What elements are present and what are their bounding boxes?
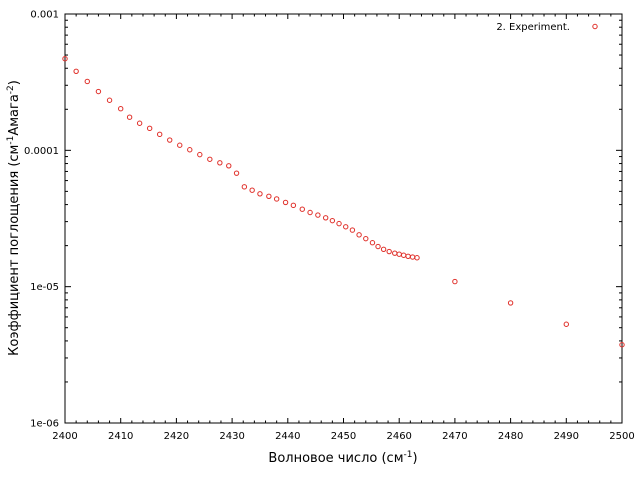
data-point: [84, 78, 90, 85]
y-axis-title-text: Коэффициент поглощения (см: [7, 145, 22, 356]
data-point: [233, 170, 240, 176]
y-axis-title: Коэффициент поглощения (см-1Амага-2): [6, 80, 22, 356]
x-tick-label: 2500: [609, 431, 634, 442]
data-point: [73, 68, 79, 74]
data-point: [207, 156, 213, 162]
y-tick-label: 1e-05: [30, 282, 59, 293]
data-point: [392, 250, 398, 256]
data-point: [343, 224, 349, 230]
data-point: [375, 243, 381, 250]
data-points: [62, 56, 625, 348]
data-point: [118, 106, 124, 112]
data-point: [257, 191, 263, 197]
x-tick-label: 2480: [498, 431, 523, 442]
data-point: [363, 235, 369, 242]
x-tick-label: 2490: [554, 431, 579, 442]
data-point: [299, 206, 305, 212]
data-point: [349, 227, 356, 233]
x-axis-title-sup: -1: [404, 450, 413, 460]
data-point: [136, 120, 143, 126]
x-tick-label: 2430: [219, 431, 244, 442]
data-point: [369, 240, 376, 246]
data-point: [95, 88, 102, 95]
data-point: [329, 217, 336, 224]
x-tick-label: 2400: [52, 431, 77, 442]
data-point: [177, 142, 183, 148]
data-point: [156, 131, 163, 138]
data-point: [197, 151, 203, 158]
data-point: [452, 278, 458, 285]
x-axis-title: Волновое число (см-1): [268, 450, 417, 466]
data-point: [400, 252, 407, 258]
data-point: [386, 248, 392, 255]
y-tick-label: 0.0001: [24, 146, 59, 157]
y-axis-title-sup1: -1: [6, 136, 16, 145]
y-axis: 1e-06 1e-05 0.0001 0.001: [24, 10, 622, 430]
y-tick-label: 1e-06: [30, 419, 59, 430]
data-point: [106, 97, 113, 103]
data-point: [405, 253, 411, 260]
legend-label: 2. Experiment.: [496, 22, 570, 33]
data-point: [619, 342, 625, 348]
data-point: [380, 246, 387, 252]
data-point: [187, 147, 193, 153]
x-tick-label: 2470: [442, 431, 467, 442]
legend: 2. Experiment.: [496, 22, 598, 33]
data-point: [563, 321, 569, 327]
x-tick-label: 2440: [275, 431, 300, 442]
plot-frame: [64, 13, 623, 424]
x-tick-label: 2450: [331, 431, 356, 442]
x-axis-title-text: Волновое число (см: [268, 451, 403, 466]
data-point: [336, 220, 342, 227]
data-point: [396, 251, 402, 257]
data-point: [146, 125, 153, 132]
data-point: [315, 212, 321, 218]
data-point: [273, 196, 280, 202]
y-axis-title-tail: ): [7, 80, 22, 85]
data-point: [507, 300, 514, 306]
x-axis: 2400 2410 2420 2430 2440 2450 2460 2470 2480 2490…: [52, 14, 635, 442]
data-point: [62, 56, 68, 62]
legend-marker: [592, 23, 598, 30]
y-tick-label: 0.001: [30, 10, 59, 21]
x-axis-title-tail: ): [412, 451, 417, 466]
data-point: [226, 163, 232, 169]
data-point: [409, 254, 416, 260]
data-point: [241, 184, 248, 190]
data-point: [322, 215, 329, 221]
data-point: [356, 232, 362, 238]
data-point: [266, 193, 272, 200]
x-tick-label: 2420: [164, 431, 189, 442]
data-point: [307, 209, 313, 216]
data-point: [414, 255, 420, 261]
data-point: [290, 202, 297, 209]
data-point: [167, 137, 173, 143]
x-tick-label: 2460: [386, 431, 411, 442]
data-point: [217, 160, 223, 166]
data-point: [249, 187, 255, 193]
x-tick-label: 2410: [108, 431, 133, 442]
data-point: [282, 199, 289, 206]
y-axis-title-sup2: -2: [6, 85, 16, 94]
data-point: [126, 114, 133, 120]
y-axis-title-mid: Амага: [7, 94, 22, 135]
